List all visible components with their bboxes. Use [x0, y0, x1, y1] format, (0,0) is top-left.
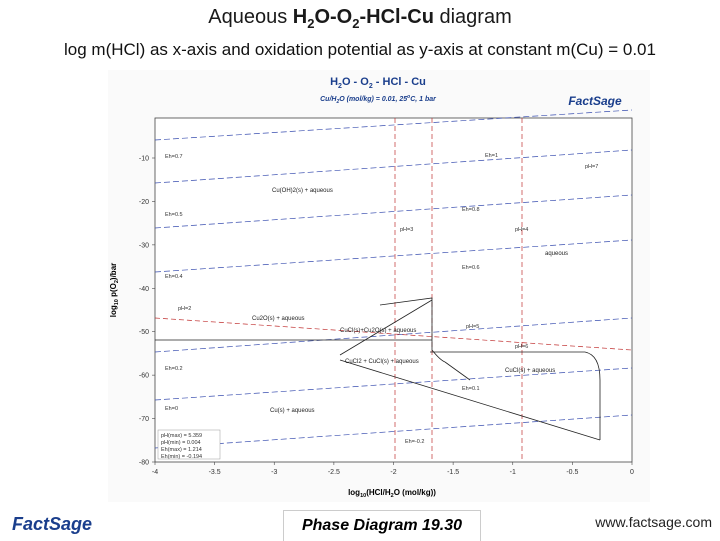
x-tick-label: -3.5 — [209, 469, 221, 476]
footer-url: www.factsage.com — [595, 514, 712, 530]
line-label: Eh=0.1 — [462, 386, 480, 392]
line-label: pH=7 — [585, 164, 598, 170]
boundary — [430, 351, 601, 440]
line-label: Eh=0.5 — [165, 212, 183, 218]
x-tick-label: -2.5 — [328, 469, 340, 476]
region-label: CuCl(s) + aqueous — [505, 368, 555, 374]
diagram-logo: FactSage — [568, 94, 622, 108]
y-tick-label: -20 — [139, 199, 149, 206]
y-tick-label: -70 — [139, 416, 149, 423]
line-label: Eh=0.7 — [165, 154, 183, 160]
boundary — [339, 359, 601, 441]
line-label: pH=2 — [178, 306, 191, 312]
formula-sub: 2 — [352, 16, 360, 31]
line-label: pH=4 — [515, 227, 528, 233]
eh-line — [154, 194, 633, 229]
footer-logo: FactSage — [12, 514, 92, 534]
x-axis-label: log10(HCl/H2O (mol/kg)) — [348, 488, 436, 499]
line-label: Eh=1 — [485, 153, 498, 159]
y-tick-label: -80 — [139, 460, 149, 467]
legend-box — [157, 429, 221, 460]
line-labels: Eh=0.7 Eh=1 pH=7 Eh=0.5 Eh=0.8 pH=3 pH=4… — [165, 153, 598, 445]
x-tick-label: -1 — [510, 469, 516, 476]
line-label: Eh=0.6 — [462, 265, 480, 271]
slide-subtitle: log m(HCl) as x-axis and oxidation poten… — [64, 40, 656, 59]
legend-entry: pH(max) = 5.359 — [161, 433, 202, 439]
x-tick-label: -1.5 — [447, 469, 459, 476]
eh-line — [154, 367, 633, 401]
line-label: Eh=0.2 — [165, 366, 183, 372]
x-tick-label: -4 — [152, 469, 158, 476]
region-label: Cu2O(s) + aqueous — [252, 316, 305, 322]
boundary — [339, 299, 433, 356]
eh-lines — [154, 109, 633, 449]
region-label: CuCl(s)+Cu2O(s) + aqueous — [340, 328, 416, 334]
regions: Cu(OH)2(s) + aqueous aqueous Cu2O(s) + a… — [252, 188, 568, 414]
eh-line — [154, 109, 633, 141]
x-tick-label: -3 — [271, 469, 277, 476]
region-label: CuCl2 + CuCl(s) + aqueous — [345, 359, 419, 365]
region-label: Cu(OH)2(s) + aqueous — [272, 188, 333, 194]
eh-line — [154, 317, 633, 353]
boundary — [379, 297, 446, 363]
formula-sub: 2 — [307, 16, 315, 31]
x-tick-label: -2 — [390, 469, 396, 476]
line-label: Eh=0.8 — [462, 207, 480, 213]
diagram-title: H2O - O2 - HCl - Cu — [330, 76, 426, 90]
y-tick-label: -10 — [139, 156, 149, 163]
title-text: diagram — [439, 6, 512, 28]
region-label: aqueous — [545, 251, 568, 257]
formula-part: H — [292, 6, 308, 28]
line-label: pH=5 — [466, 324, 479, 330]
legend: pH(max) = 5.359 pH(min) = 0.004 Eh(max) … — [157, 429, 221, 460]
x-tick-label: 0 — [630, 469, 634, 476]
line-label: Eh=-0.2 — [405, 439, 424, 445]
eh-line — [154, 414, 633, 449]
formula-part: O-O — [314, 6, 353, 28]
plot-frame — [154, 117, 633, 463]
x-tick-label: -0.5 — [566, 469, 578, 476]
line-label: pH=3 — [400, 227, 413, 233]
formula-part: -HCl-Cu — [359, 6, 434, 28]
title-text: Aqueous — [208, 6, 288, 28]
boundary — [444, 361, 471, 381]
title-formula: H2O-O2-HCl-Cu — [292, 6, 434, 31]
line-label: Eh=0 — [165, 406, 178, 412]
ticks: -4 -3.5 -3 -2.5 -2 -1.5 -1 -0.5 0 -10 -20 -30 -40 -50… — [139, 156, 634, 477]
y-axis-label: log10 p(O2)/bar — [109, 263, 120, 318]
ph-lines — [154, 118, 633, 462]
legend-entry: Eh(min) = -0.194 — [161, 454, 202, 460]
y-tick-label: -40 — [139, 286, 149, 293]
y-tick-label: -50 — [139, 329, 149, 336]
slide-title: Aqueous H2O-O2-HCl-Cu diagram — [0, 6, 720, 31]
y-tick-label: -30 — [139, 242, 149, 249]
diagram-conditions: Cu/H2O (mol/kg) = 0.01, 25oC, 1 bar — [320, 94, 437, 105]
legend-entry: Eh(max) = 1.214 — [161, 447, 202, 453]
phase-boundaries — [155, 297, 601, 441]
line-label: pH=6 — [515, 344, 528, 350]
line-label: Eh=0.4 — [165, 274, 183, 280]
eh-line — [154, 239, 633, 273]
region-label: Cu(s) + aqueous — [270, 408, 315, 414]
legend-entry: pH(min) = 0.004 — [161, 440, 201, 446]
footer-title: Phase Diagram 19.30 — [283, 510, 481, 541]
y-tick-label: -60 — [139, 373, 149, 380]
eh-line — [154, 149, 633, 184]
